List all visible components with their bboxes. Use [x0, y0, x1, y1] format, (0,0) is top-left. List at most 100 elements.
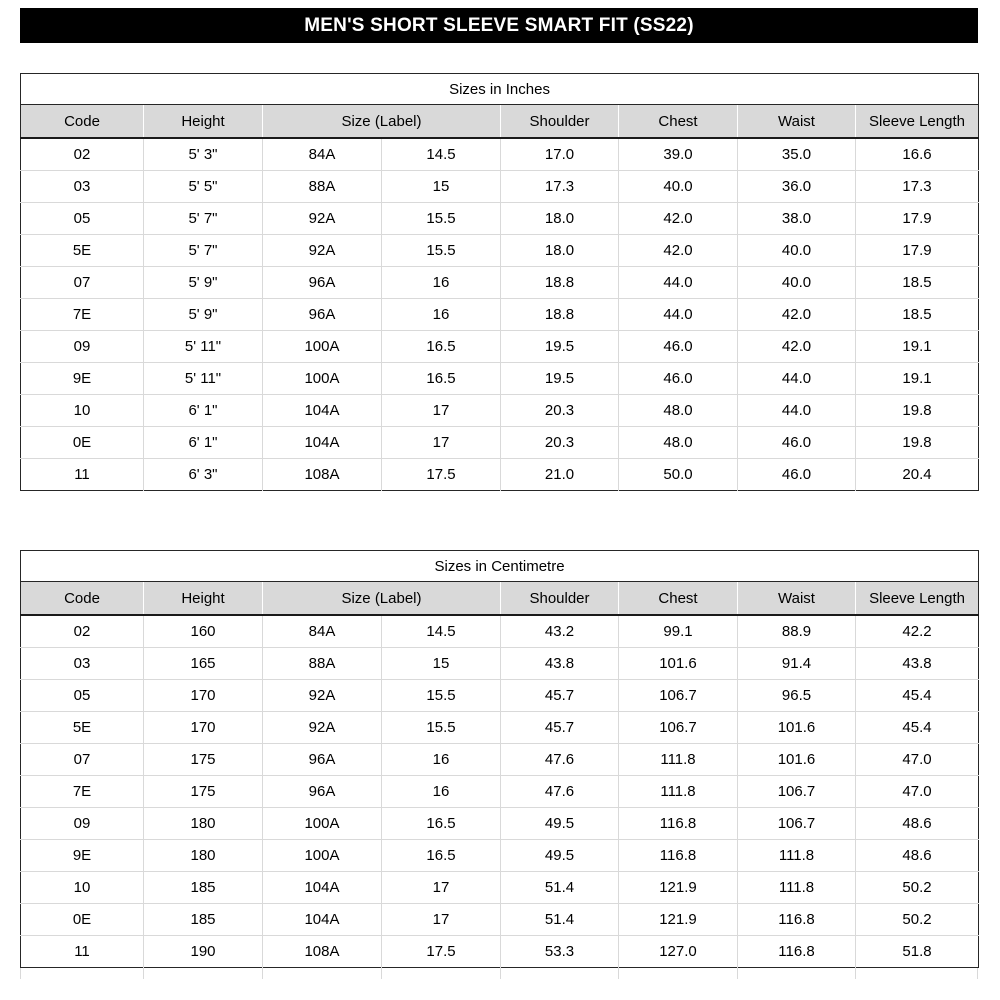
table-cell: 49.5	[500, 807, 619, 840]
table-row: 5E 170 92A 15.5 45.7 106.7 101.6 45.4	[20, 711, 979, 744]
table-cell: 46.0	[618, 330, 738, 363]
table-cell: 165	[143, 647, 263, 680]
table-cell: 15	[381, 647, 501, 680]
table-cell: 43.8	[500, 647, 619, 680]
table-cell: 104A	[262, 903, 382, 936]
table-cell: 116.8	[618, 807, 738, 840]
table-cell: 104A	[262, 394, 382, 427]
table-cell: 42.0	[618, 202, 738, 235]
title-bar: MEN'S SHORT SLEEVE SMART FIT (SS22)	[20, 8, 978, 43]
table-cell: 100A	[262, 330, 382, 363]
table-row: 7E 5' 9" 96A 16 18.8 44.0 42.0 18.5	[20, 298, 979, 331]
table-row: 02 5' 3" 84A 14.5 17.0 39.0 35.0 16.6	[20, 138, 979, 171]
table-cell: 19.5	[500, 330, 619, 363]
table-cell: 43.2	[500, 615, 619, 648]
table-cell: 5' 9"	[143, 266, 263, 299]
centimetre-table-body: 02 160 84A 14.5 43.2 99.1 88.9 42.2 03 165 88A 15 43…	[20, 615, 979, 968]
table-row: 07 175 96A 16 47.6 111.8 101.6 47.0	[20, 743, 979, 776]
table-row: 03 165 88A 15 43.8 101.6 91.4 43.8	[20, 647, 979, 680]
table-cell: 16.5	[381, 330, 501, 363]
table-cell: 47.6	[500, 775, 619, 808]
table-cell: 15.5	[381, 679, 501, 712]
table-cell: 19.5	[500, 362, 619, 395]
table-row: 02 160 84A 14.5 43.2 99.1 88.9 42.2	[20, 615, 979, 648]
table-caption-row: Sizes in Inches	[20, 73, 979, 105]
table-cell: 44.0	[737, 362, 856, 395]
table-cell: 39.0	[618, 138, 738, 171]
table-cell: 121.9	[618, 871, 738, 904]
table-cell: 16	[381, 266, 501, 299]
col-header-size-label: Size (Label)	[262, 581, 501, 616]
table-cell: 42.0	[737, 330, 856, 363]
table-cell: 48.0	[618, 426, 738, 459]
table-cell: 106.7	[737, 775, 856, 808]
table-cell: 47.0	[855, 775, 979, 808]
col-header-waist: Waist	[737, 581, 856, 616]
table-cell: 111.8	[618, 775, 738, 808]
table-row: 03 5' 5" 88A 15 17.3 40.0 36.0 17.3	[20, 170, 979, 203]
table-cell: 18.8	[500, 266, 619, 299]
table-cell: 17	[381, 394, 501, 427]
table-cell: 6' 3"	[143, 458, 263, 491]
table-cell: 44.0	[737, 394, 856, 427]
table-cell: 100A	[262, 362, 382, 395]
table-cell: 6' 1"	[143, 426, 263, 459]
table-cell: 38.0	[737, 202, 856, 235]
table-cell: 42.0	[737, 298, 856, 331]
table-cell: 09	[20, 807, 144, 840]
table-cell: 17.3	[855, 170, 979, 203]
table-cell: 14.5	[381, 138, 501, 171]
table-cell: 16.5	[381, 839, 501, 872]
col-header-shoulder: Shoulder	[500, 104, 619, 139]
table-cell: 03	[20, 170, 144, 203]
col-header-waist: Waist	[737, 104, 856, 139]
table-cell: 185	[143, 903, 263, 936]
table-cell: 46.0	[737, 458, 856, 491]
table-cell: 84A	[262, 615, 382, 648]
table-row: 07 5' 9" 96A 16 18.8 44.0 40.0 18.5	[20, 266, 979, 299]
table-cell: 185	[143, 871, 263, 904]
table-cell: 15.5	[381, 202, 501, 235]
table-cell: 40.0	[737, 234, 856, 267]
col-header-code: Code	[20, 581, 144, 616]
table-cell: 96A	[262, 266, 382, 299]
table-cell: 100A	[262, 839, 382, 872]
table-cell: 92A	[262, 202, 382, 235]
table-row: 05 170 92A 15.5 45.7 106.7 96.5 45.4	[20, 679, 979, 712]
table-cell: 03	[20, 647, 144, 680]
table-cell: 0E	[20, 426, 144, 459]
table-caption-centimetre: Sizes in Centimetre	[20, 550, 979, 582]
table-cell: 02	[20, 615, 144, 648]
table-cell: 46.0	[618, 362, 738, 395]
table-cell: 51.4	[500, 903, 619, 936]
table-cell: 100A	[262, 807, 382, 840]
table-cell: 19.1	[855, 362, 979, 395]
table-cell: 104A	[262, 871, 382, 904]
table-cell: 53.3	[500, 935, 619, 968]
table-cell: 106.7	[618, 711, 738, 744]
table-cell: 5' 7"	[143, 234, 263, 267]
table-cell: 180	[143, 807, 263, 840]
table-cell: 51.8	[902, 943, 932, 960]
table-cell: 88A	[262, 170, 382, 203]
inches-table-body: 02 5' 3" 84A 14.5 17.0 39.0 35.0 16.6 03 5' 5" 88A…	[20, 138, 979, 491]
col-header-code: Code	[20, 104, 144, 139]
table-cell: 51.4	[500, 871, 619, 904]
table-cell: 11	[20, 458, 144, 491]
table-cell: 02	[20, 138, 144, 171]
table-cell: 19.8	[855, 394, 979, 427]
col-header-chest: Chest	[618, 104, 738, 139]
table-cell: 17	[381, 903, 501, 936]
table-row: 7E 175 96A 16 47.6 111.8 106.7 47.0	[20, 775, 979, 808]
table-cell: 92A	[262, 234, 382, 267]
table-cell: 42.0	[618, 234, 738, 267]
col-header-sleeve-length: Sleeve Length	[854, 581, 979, 616]
table-cell: 5' 11"	[143, 362, 263, 395]
table-cell: 92A	[262, 711, 382, 744]
sizes-in-inches-table: Sizes in Inches Code Height Size (Label)…	[20, 73, 980, 491]
size-chart-page: MEN'S SHORT SLEEVE SMART FIT (SS22) Size…	[0, 8, 1000, 1000]
table-cell: 96.5	[737, 679, 856, 712]
table-cell: 40.0	[618, 170, 738, 203]
table-cell: 05	[20, 202, 144, 235]
table-cell: 84A	[262, 138, 382, 171]
